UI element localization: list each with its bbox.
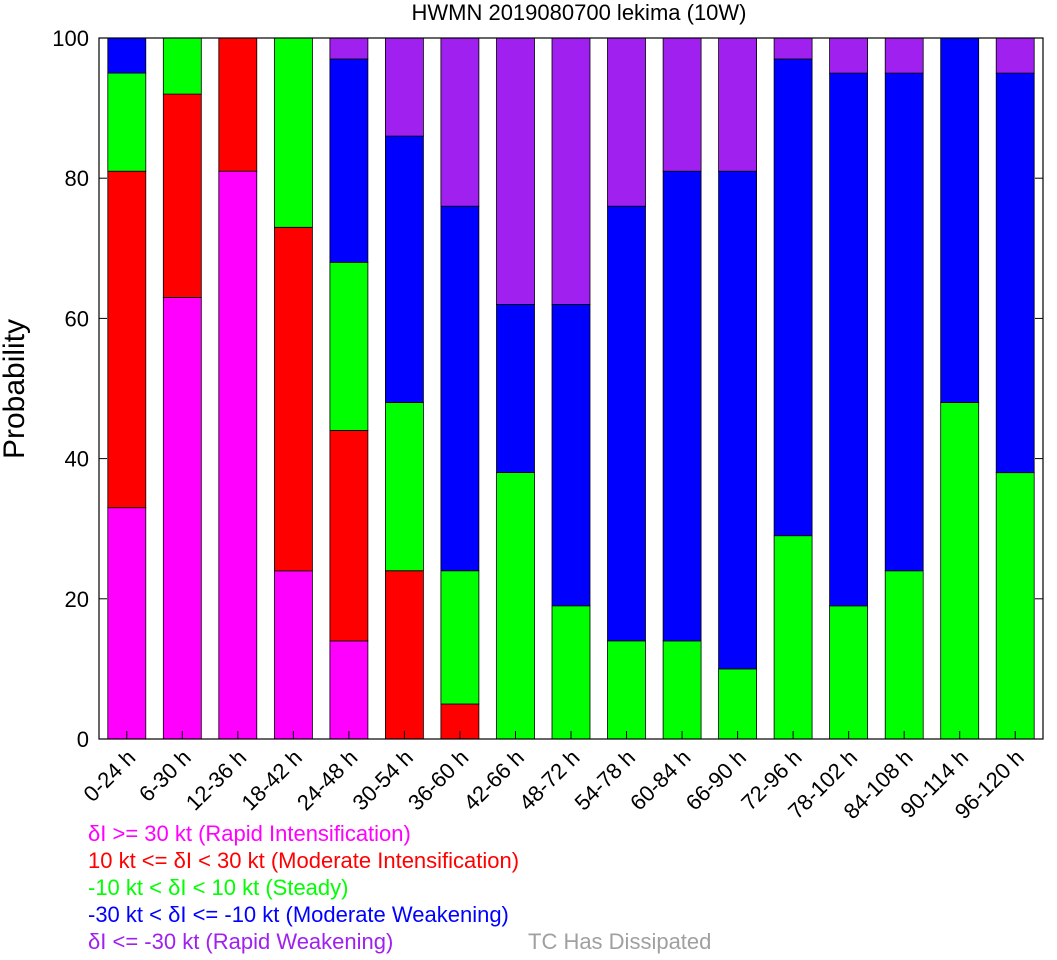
bar-segment-mi-1: [107, 170, 147, 509]
bar-segment-mw-11: [662, 170, 702, 642]
chart-title: HWMN 2019080700 lekima (10W): [411, 0, 746, 25]
y-tick-label: 80: [65, 166, 89, 191]
x-tick-label: 0-24 h: [79, 745, 141, 807]
legend-item-rapid-intensification: δI >= 30 kt (Rapid Intensification): [88, 821, 411, 846]
bar-segment-mw-12: [718, 170, 757, 670]
x-tick-label: 66-90 h: [681, 745, 751, 815]
bar-segment-mw-16: [940, 37, 980, 403]
bar-segment-rw-7: [440, 37, 480, 207]
bar-segment-st-16: [940, 402, 980, 740]
x-tick-label: 24-48 h: [292, 745, 362, 815]
bar-segment-ri-4: [273, 570, 313, 740]
bar-segment-mi-3: [218, 37, 258, 172]
bar-segment-rw-10: [607, 37, 646, 207]
bar-segment-st-17: [995, 472, 1035, 740]
bar-segment-st-4: [273, 37, 313, 228]
bar-segment-st-2: [162, 37, 202, 95]
bar-segment-st-10: [607, 640, 646, 740]
bar-segment-rw-12: [718, 37, 757, 172]
legend-item-moderate-intensification: 10 kt <= δI < 30 kt (Moderate Intensific…: [88, 848, 520, 873]
bar-segment-st-7: [440, 570, 480, 705]
bar-segment-rw-14: [829, 37, 868, 74]
bar-segment-mw-14: [829, 72, 868, 607]
legend-item-steady: -10 kt < δI < 10 kt (Steady): [88, 875, 349, 900]
bar-segment-st-8: [496, 472, 535, 740]
bar-segment-st-9: [551, 605, 591, 740]
bar-segment-rw-9: [551, 37, 591, 305]
bar-segment-st-11: [662, 640, 702, 740]
x-tick-label: 48-72 h: [514, 745, 584, 815]
x-tick-label: 30-54 h: [348, 745, 418, 815]
x-tick-label: 42-66 h: [459, 745, 529, 815]
y-axis: 0 20 40 60 80 100: [52, 26, 1043, 752]
x-axis: 0-24 h6-30 h12-36 h18-42 h24-48 h30-54 h…: [79, 731, 1029, 824]
bar-segment-ri-1: [107, 507, 147, 740]
bar-segment-mw-5: [329, 58, 369, 263]
bar-segment-rw-5: [329, 37, 369, 60]
legend-item-moderate-weakening: -30 kt < δI <= -10 kt (Moderate Weakenin…: [88, 902, 509, 927]
bar-segment-mw-10: [607, 205, 646, 642]
bar-segment-mi-5: [329, 430, 369, 642]
bar-segment-rw-6: [384, 37, 424, 137]
bar-segment-rw-15: [884, 37, 924, 74]
y-tick-label: 100: [52, 26, 89, 51]
y-tick-label: 20: [65, 587, 89, 612]
bar-segment-mi-6: [384, 570, 424, 740]
legend-item-rapid-weakening: δI <= -30 kt (Rapid Weakening): [88, 929, 394, 954]
bar-segment-mw-6: [384, 135, 424, 403]
bar-segment-rw-13: [773, 37, 813, 60]
bar-segment-st-12: [718, 668, 757, 740]
bar-segment-mw-1: [107, 37, 147, 74]
y-axis-label: Probability: [0, 319, 31, 459]
x-tick-label: 60-84 h: [625, 745, 695, 815]
bar-segment-mw-8: [496, 303, 535, 473]
y-tick-label: 0: [77, 727, 89, 752]
x-tick-label: 12-36 h: [181, 745, 251, 815]
bar-segment-st-13: [773, 535, 813, 740]
bar-segment-mw-13: [773, 58, 813, 537]
bar-segment-st-5: [329, 261, 369, 431]
bar-segment-st-1: [107, 72, 147, 172]
bars-layer: [107, 37, 1035, 740]
y-tick-label: 60: [65, 306, 89, 331]
legend-item-dissipated: TC Has Dissipated: [528, 929, 712, 954]
bar-segment-mw-7: [440, 205, 480, 572]
bar-segment-rw-17: [995, 37, 1035, 74]
y-tick-label: 40: [65, 447, 89, 472]
bar-segment-st-14: [829, 605, 868, 740]
bar-segment-mi-4: [273, 226, 313, 572]
bar-segment-rw-11: [662, 37, 702, 172]
x-tick-label: 36-60 h: [403, 745, 473, 815]
bar-segment-mw-15: [884, 72, 924, 572]
bar-segment-ri-5: [329, 640, 369, 740]
bar-segment-st-6: [384, 402, 424, 572]
bar-segment-rw-8: [496, 37, 535, 305]
x-tick-label: 18-42 h: [236, 745, 306, 815]
bar-segment-st-15: [884, 570, 924, 740]
bar-segment-ri-2: [162, 296, 202, 740]
bar-segment-mw-17: [995, 72, 1035, 474]
bar-segment-ri-3: [218, 170, 258, 740]
bar-segment-mi-2: [162, 93, 202, 298]
bar-segment-mw-9: [551, 303, 591, 607]
x-tick-label: 54-78 h: [570, 745, 640, 815]
